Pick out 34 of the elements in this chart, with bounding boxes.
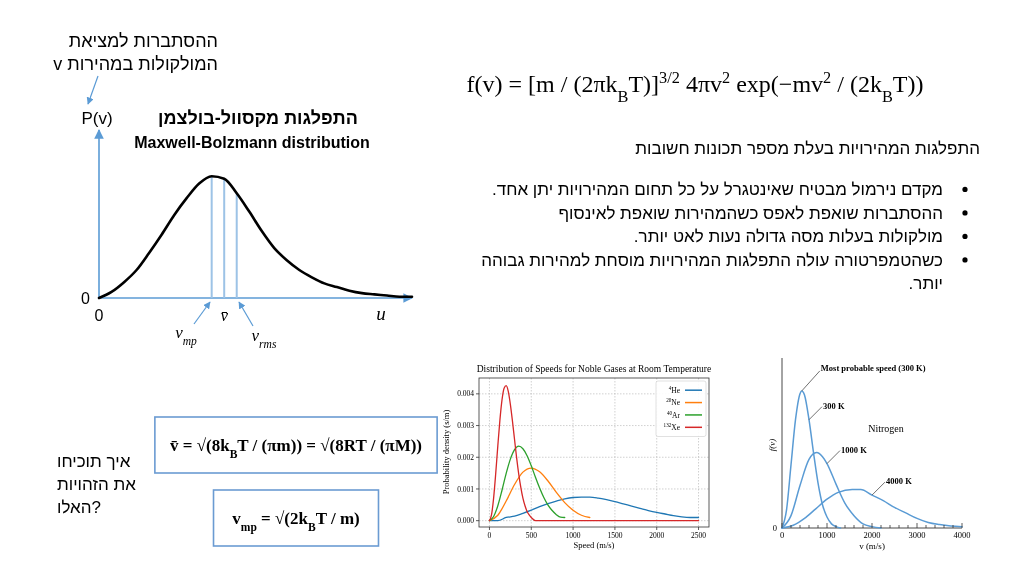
series-label: 4000 K (886, 476, 913, 487)
text: Nitrogen (868, 423, 904, 434)
x-tick-label: 4000 (953, 530, 971, 540)
x-axis-title: v (m/s) (859, 541, 885, 551)
chart-subtitle: Maxwell-Bolzmann distribution (134, 134, 370, 151)
annotation: Most probable speed (300 K) (820, 362, 926, 373)
x-axis-title: u (376, 303, 386, 324)
x-tick-label: 1000 (818, 530, 836, 540)
text: ההסתברות שואפת לאפס כשהמהירות שואפת לאינסוף (558, 203, 943, 223)
text: מולקולות בעלות מסה גדולה נעות לאט יותר. (633, 227, 943, 246)
text: v$_{mp}$ (175, 323, 198, 348)
chart-title: התפלגות מקסוול-בולצמן (158, 108, 358, 128)
x-tick-label: 2000 (863, 530, 881, 540)
text: v$_{mp}$ = √(2k$_{B}$T / m) (232, 508, 360, 534)
x-tick-label: v̄ (220, 306, 229, 325)
text: v̄ = √(8k$_{B}$T / (πm)) = √(8RT / (πM)) (169, 435, 423, 461)
text: מקדם נירמול מבטיח שאינטגרל על כל תחום המהירויות יתן אחד. (492, 180, 943, 199)
text: כשהטמפרטורה עולה התפלגות המהירויות מוסחת למהירות גבוהה יותר. (481, 250, 943, 293)
x-axis-title: Speed (m/s) (573, 540, 615, 550)
text: 0 (772, 523, 777, 533)
x-tick-label: 3000 (908, 530, 926, 540)
text: איך תוכיחו את הזהויות האלו? (57, 452, 137, 517)
y-axis-title: f(v) (767, 438, 777, 452)
y-axis-title: P(v) (81, 109, 113, 128)
series-label: 300 K (823, 400, 845, 411)
y-axis-title: Probability density (s/m) (441, 409, 451, 495)
x-tick-label: 0 (779, 530, 785, 540)
series-label: 1000 K (841, 444, 868, 455)
text: v$_{rms}$ (251, 326, 277, 351)
chart-title: Distribution of Speeds for Noble Gases at Room Temperature (476, 364, 712, 374)
text: התפלגות המהירויות בעלת מספר תכונות חשובות (635, 139, 980, 158)
text: 0 (81, 290, 91, 307)
chart-title: f(v) = [m / (2πk$_{B}$T)]$^{3/2}$ 4πv$^{2}$ exp(−mv$^{2}$ / (2k$_{B}$T)) (466, 67, 924, 106)
text: ההסתברות למציאת המולקולות במהירות v (53, 31, 218, 74)
